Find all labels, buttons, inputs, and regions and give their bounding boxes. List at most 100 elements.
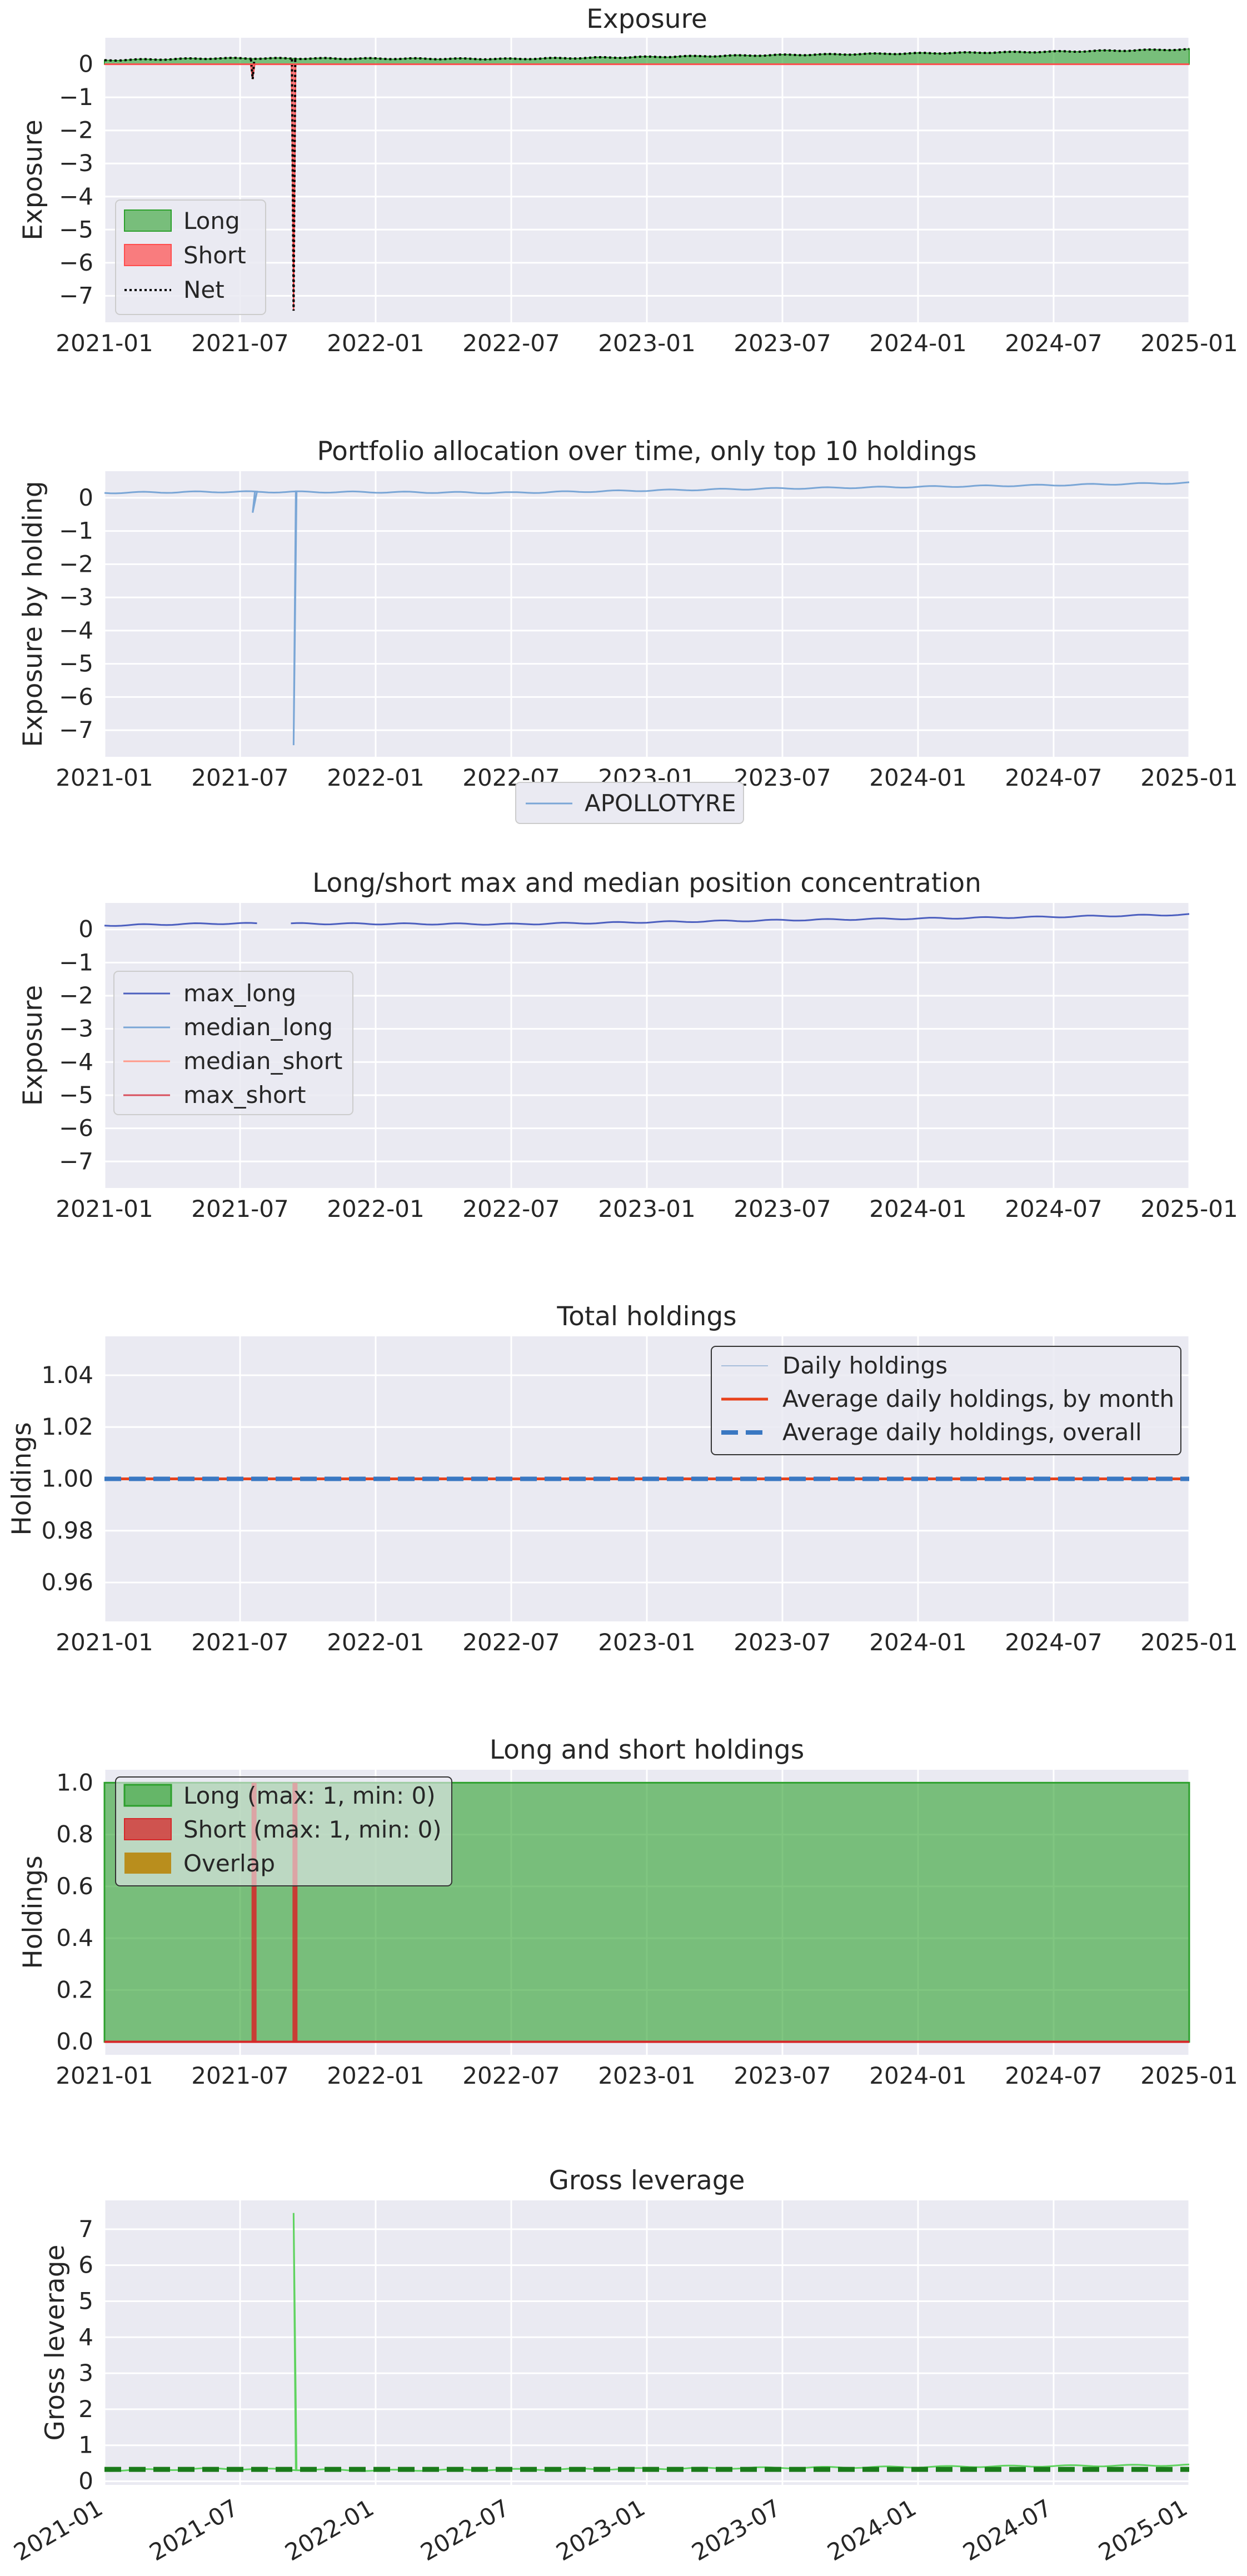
x-tick-label: 2024-07 <box>959 2494 1056 2566</box>
y-tick-label: 1 <box>78 2432 93 2459</box>
x-tick-label: 2023-01 <box>598 2062 696 2089</box>
x-tick-label: 2024-01 <box>869 1195 967 1222</box>
y-axis-label: Gross leverage <box>40 2245 71 2441</box>
y-tick-label: 0.0 <box>56 2028 93 2055</box>
x-tick-label: 2025-01 <box>1140 2062 1238 2089</box>
y-tick-label: 2 <box>78 2395 93 2423</box>
y-tick-label: 0 <box>78 2468 93 2495</box>
y-axis-label: Exposure <box>18 119 48 241</box>
y-tick-label: 0.6 <box>56 1873 93 1900</box>
x-tick-label: 2021-01 <box>56 764 153 791</box>
y-tick-label: 0 <box>78 51 93 78</box>
x-tick-label: 2021-07 <box>191 2062 289 2089</box>
legend-label: APOLLOTYRE <box>585 790 736 817</box>
chart-title: Long and short holdings <box>490 1735 804 1765</box>
legend: APOLLOTYRE <box>515 782 744 824</box>
x-tick-label: 2021-07 <box>191 764 289 791</box>
legend: Long Short Net <box>115 199 266 315</box>
x-tick-label: 2023-07 <box>734 1629 831 1656</box>
y-tick-label: −7 <box>59 716 93 743</box>
chart-title: Gross leverage <box>549 2165 745 2196</box>
legend-label: max_short <box>183 1081 306 1109</box>
x-tick-label: 2022-01 <box>327 2062 425 2089</box>
chart-title: Exposure <box>586 4 707 34</box>
x-tick-label: 2025-01 <box>1140 764 1238 791</box>
x-tick-label: 2023-07 <box>687 2494 785 2566</box>
y-tick-label: −3 <box>59 1015 93 1042</box>
y-tick-label: −4 <box>59 617 93 644</box>
net-spike <box>250 59 256 79</box>
x-tick-label: 2024-01 <box>869 1629 967 1656</box>
x-tick-label: 2021-01 <box>56 2062 153 2089</box>
chart-panel-4: 0.96 0.98 1.00 1.02 1.04 2021-01 2021-07 2022-0… <box>7 1301 1238 1656</box>
x-tick-label: 2024-01 <box>869 330 967 357</box>
y-tick-label: 0 <box>78 484 93 511</box>
y-tick-label: −4 <box>59 1048 93 1075</box>
net-line <box>104 48 1190 62</box>
x-tick-label: 2023-01 <box>552 2494 650 2566</box>
y-axis-label: Holdings <box>18 1855 48 1969</box>
legend-label: median_long <box>183 1014 333 1041</box>
y-tick-label: −7 <box>59 1147 93 1175</box>
legend-box <box>711 1346 1181 1455</box>
x-tick-label: 2022-01 <box>327 1629 425 1656</box>
x-tick-label: 2022-01 <box>281 2494 378 2566</box>
legend-label: Short (max: 1, min: 0) <box>183 1816 442 1843</box>
y-tick-label: −2 <box>59 117 93 144</box>
legend-label: Average daily holdings, by month <box>782 1385 1174 1412</box>
y-tick-label: 1.04 <box>41 1361 93 1389</box>
y-tick-label: −3 <box>59 149 93 177</box>
y-tick-label: 3 <box>78 2359 93 2387</box>
y-tick-label: −7 <box>59 282 93 309</box>
y-tick-label: 0 <box>78 916 93 943</box>
x-tick-label: 2024-07 <box>1005 1629 1103 1656</box>
x-tick-label: 2024-07 <box>1005 330 1103 357</box>
x-tick-label: 2022-07 <box>416 2494 514 2566</box>
short-holdings-bar <box>292 1783 298 2042</box>
chart-title: Portfolio allocation over time, only top… <box>317 436 976 467</box>
x-tick-label: 2024-01 <box>869 764 967 791</box>
y-axis-label: Holdings <box>7 1422 37 1535</box>
legend-box <box>115 1776 452 1886</box>
y-axis-label: Exposure <box>18 985 48 1106</box>
max-long-line <box>104 913 1190 927</box>
y-tick-label: −4 <box>59 183 93 210</box>
x-tick-label: 2022-01 <box>327 764 425 791</box>
x-tick-label: 2022-07 <box>462 1629 560 1656</box>
y-tick-label: −6 <box>59 1115 93 1142</box>
legend-label: median_short <box>183 1047 342 1075</box>
x-tick-label: 2022-07 <box>462 2062 560 2089</box>
legend: max_long median_long median_short max_short <box>113 971 353 1115</box>
x-tick-label: 2021-07 <box>191 330 289 357</box>
y-tick-label: 0.98 <box>41 1517 93 1544</box>
x-tick-label: 2023-01 <box>598 1195 696 1222</box>
x-tick-label: 2021-07 <box>145 2494 243 2566</box>
x-tick-label: 2024-07 <box>1005 764 1103 791</box>
y-tick-label: 4 <box>78 2323 93 2350</box>
y-tick-label: −1 <box>59 517 93 545</box>
y-tick-label: −2 <box>59 550 93 577</box>
legend-swatch <box>123 1784 172 1807</box>
x-tick-label: 2023-07 <box>734 1195 831 1222</box>
x-tick-label: 2023-01 <box>598 1629 696 1656</box>
x-tick-label: 2022-01 <box>327 1195 425 1222</box>
y-tick-label: −6 <box>59 249 93 276</box>
chart-panel-5: 0.0 0.2 0.4 0.6 0.8 1.0 2021-01 2021-07 2022-01 2… <box>18 1735 1238 2089</box>
x-tick-label: 2023-01 <box>598 330 696 357</box>
y-tick-label: 1.02 <box>41 1413 93 1440</box>
y-tick-label: 0.8 <box>56 1821 93 1848</box>
legend-swatch <box>124 209 172 232</box>
y-tick-label: −1 <box>59 83 93 111</box>
legend-label: Net <box>183 276 225 303</box>
legend-label: max_long <box>183 980 296 1007</box>
legend-label: Long (max: 1, min: 0) <box>183 1782 436 1809</box>
x-tick-label: 2021-07 <box>191 1629 289 1656</box>
x-tick-label: 2024-01 <box>823 2494 921 2566</box>
y-tick-label: 7 <box>78 2215 93 2243</box>
legend-swatch <box>124 1853 171 1874</box>
x-tick-label: 2025-01 <box>1140 1629 1238 1656</box>
y-tick-label: 1.0 <box>56 1769 93 1796</box>
y-tick-label: −2 <box>59 982 93 1009</box>
apollotyre-line <box>104 481 1190 746</box>
